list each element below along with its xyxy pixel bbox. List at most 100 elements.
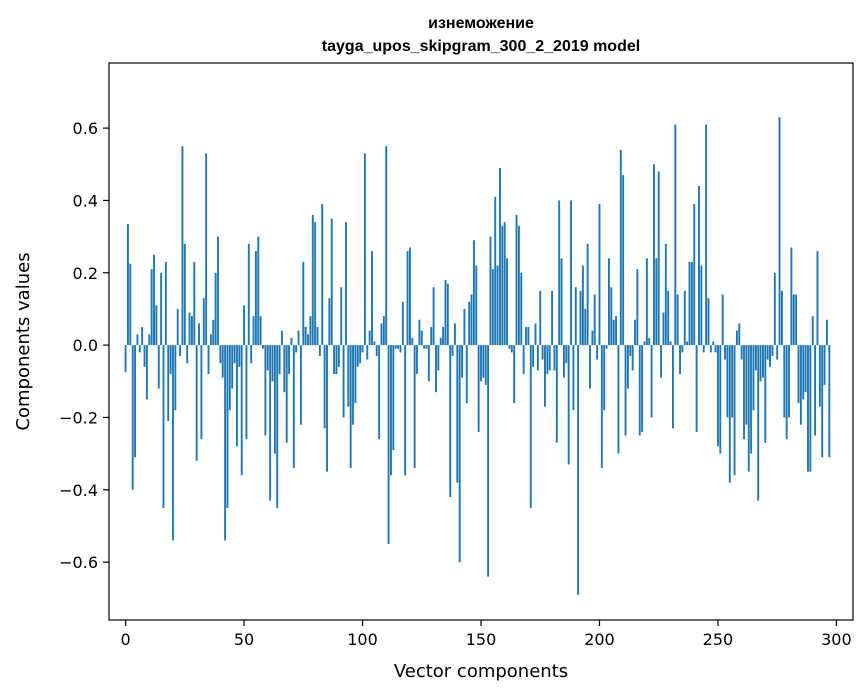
bar xyxy=(743,345,745,440)
bar xyxy=(172,345,174,541)
bar xyxy=(257,236,260,346)
bar xyxy=(164,261,167,346)
bar xyxy=(240,345,243,476)
bar xyxy=(375,345,378,356)
bar xyxy=(619,149,622,346)
bar xyxy=(472,240,475,346)
bar xyxy=(660,345,663,378)
bar xyxy=(250,345,253,364)
bar xyxy=(517,225,520,346)
bar xyxy=(202,298,205,346)
bar xyxy=(700,265,703,346)
bar xyxy=(378,345,381,440)
y-tick-label: 0.4 xyxy=(73,191,98,210)
bar xyxy=(124,345,127,373)
bar xyxy=(366,345,369,360)
bar xyxy=(546,345,549,375)
bar xyxy=(629,345,632,356)
bar xyxy=(183,243,186,346)
bar xyxy=(224,345,227,541)
bar xyxy=(162,345,165,508)
bar xyxy=(657,171,660,346)
bar xyxy=(776,345,779,360)
bar xyxy=(129,263,132,346)
bar xyxy=(496,265,499,346)
bar xyxy=(394,345,397,349)
x-tick-label: 200 xyxy=(584,630,615,649)
bar xyxy=(551,290,554,346)
bar xyxy=(153,254,155,346)
bar xyxy=(221,345,224,378)
bar xyxy=(724,345,726,360)
bar xyxy=(354,345,357,403)
bar xyxy=(721,294,724,346)
bar xyxy=(323,345,326,429)
bar xyxy=(148,334,151,346)
bar xyxy=(209,334,212,346)
bar xyxy=(818,345,821,407)
bar xyxy=(463,308,466,346)
bar xyxy=(778,117,781,346)
bar xyxy=(340,287,343,346)
bar xyxy=(487,345,490,577)
x-axis-label: Vector components xyxy=(394,661,568,682)
bar xyxy=(484,345,487,385)
bar xyxy=(468,301,471,346)
bar xyxy=(712,341,715,346)
bar xyxy=(641,345,644,432)
plot-frame xyxy=(108,62,854,621)
bar xyxy=(735,330,738,346)
bar xyxy=(716,345,719,447)
x-tick-label: 0 xyxy=(120,630,130,649)
bar xyxy=(262,345,264,349)
bar xyxy=(544,345,546,407)
bar xyxy=(252,316,255,346)
bar xyxy=(136,334,139,346)
bar xyxy=(773,272,776,346)
bar xyxy=(299,345,302,425)
bar xyxy=(461,345,463,378)
bar xyxy=(359,345,362,364)
bar xyxy=(141,327,144,346)
bar xyxy=(318,345,321,356)
bar xyxy=(271,345,274,382)
bar xyxy=(598,204,601,346)
bar xyxy=(333,345,336,375)
bar xyxy=(231,345,234,389)
bar xyxy=(309,316,312,346)
bar xyxy=(411,337,414,346)
y-axis-ticks: −0.6 −0.4 −0.2 0.0 0.2 0.4 0.6 xyxy=(59,119,109,572)
bar xyxy=(157,345,160,389)
bar xyxy=(799,345,802,425)
bar xyxy=(392,345,395,451)
x-axis-ticks: 0 50 100 150 200 250 300 xyxy=(120,620,852,649)
bar xyxy=(600,345,603,469)
bar xyxy=(769,345,772,367)
chart-title: изнеможение xyxy=(428,15,534,32)
bar xyxy=(155,305,158,346)
bar xyxy=(344,222,347,346)
bar xyxy=(638,345,641,436)
bar xyxy=(491,269,494,346)
bar xyxy=(200,345,203,440)
bar xyxy=(762,345,764,378)
bar xyxy=(617,345,620,454)
bar xyxy=(693,204,696,346)
bar xyxy=(615,316,618,346)
bar xyxy=(645,258,648,346)
bar xyxy=(553,345,556,371)
bar xyxy=(764,345,767,443)
bar xyxy=(176,308,179,346)
bar xyxy=(643,341,646,346)
bar xyxy=(349,345,352,469)
bar xyxy=(541,345,544,360)
bar xyxy=(522,345,525,375)
bar xyxy=(740,345,743,360)
bar xyxy=(608,258,610,346)
bar xyxy=(278,345,281,375)
bar xyxy=(302,261,305,346)
bar xyxy=(288,345,291,375)
bar xyxy=(380,323,383,346)
bar xyxy=(399,345,402,353)
